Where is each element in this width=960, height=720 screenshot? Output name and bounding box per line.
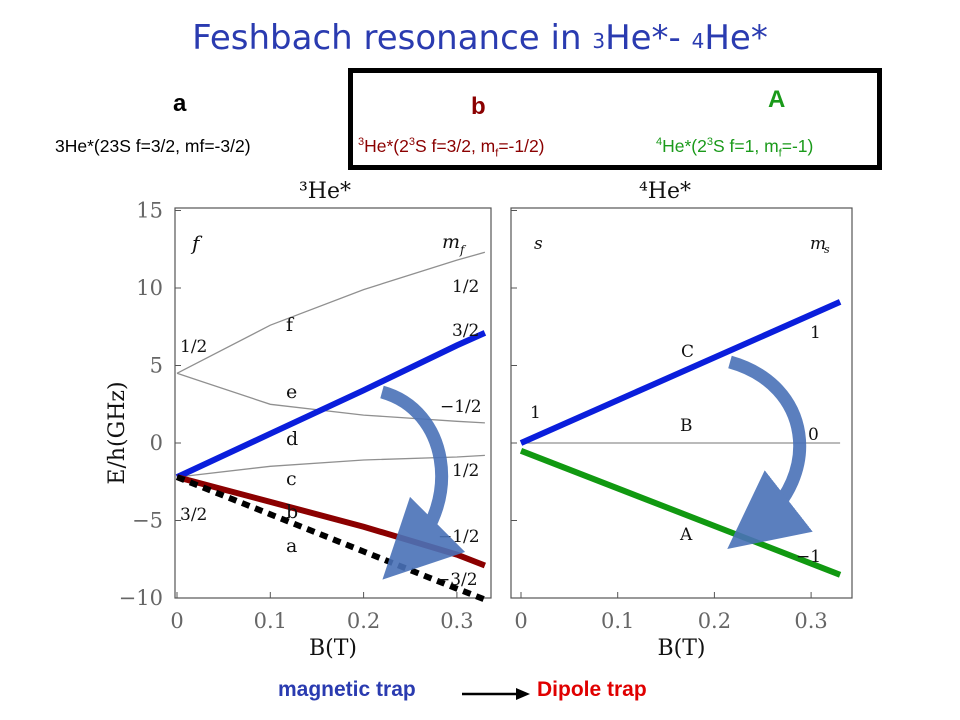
state-A-desc: 4He*(23S f=1, mf=-1)	[656, 136, 814, 160]
series-line-green	[519, 448, 842, 578]
state-b-desc: 3He*(23S f=3/2, mf=-1/2)	[358, 136, 545, 160]
footer-magnetic-trap: magnetic trap	[278, 678, 416, 701]
mf-header-sub: f	[459, 243, 467, 257]
level-letter-c: c	[286, 468, 297, 490]
s-header: s	[534, 234, 543, 254]
series-line-gray	[176, 251, 486, 374]
mf-label: −1/2	[438, 527, 480, 547]
x-axis-label: B(T)	[657, 636, 705, 661]
x-tick-label: 0	[170, 609, 183, 633]
mf-header: m	[442, 231, 460, 253]
state-b-letter: b	[471, 93, 486, 120]
x-axis-label: B(T)	[309, 636, 357, 661]
y-tick-label: 10	[136, 276, 163, 300]
mf-label: 1/2	[452, 277, 479, 297]
mf-label: 3/2	[452, 321, 479, 341]
selected-states-box	[348, 68, 882, 170]
level-letter-A: A	[679, 525, 693, 545]
panel-title-2: ⁴He*	[639, 179, 691, 204]
series-line-gray	[176, 372, 485, 424]
level-letter-f: f	[286, 314, 295, 336]
ms-label: 1	[810, 323, 821, 343]
x-tick-label: 0.1	[601, 609, 634, 633]
panel-title-1: ³He*	[299, 179, 351, 204]
series-line-blue	[519, 299, 842, 446]
y-tick-label: 5	[150, 354, 163, 378]
mf-label: −3/2	[436, 570, 478, 590]
transition-arrow-left	[380, 385, 466, 580]
series-line-darkred	[176, 474, 486, 569]
level-letter-e: e	[286, 381, 297, 403]
x-tick-label: 0.2	[698, 609, 731, 633]
y-tick-label: −10	[119, 586, 163, 610]
footer-arrow-icon	[462, 688, 530, 700]
slide-title: Feshbach resonance in 3He*- 4He*	[192, 18, 768, 58]
s-label: 1	[530, 403, 541, 423]
ms-header-sub: s	[824, 243, 830, 256]
series-line-dashed	[175, 474, 486, 603]
y-axis-label: E/h(GHz)	[105, 381, 130, 484]
series-line-blue	[175, 330, 487, 480]
level-letter-a: a	[286, 535, 297, 557]
plot-frame-2	[510, 207, 853, 599]
ms-label: 0	[808, 425, 819, 445]
f-label-2: 3/2	[180, 505, 207, 525]
mf-label: 1/2	[452, 461, 479, 481]
level-letter-C: C	[681, 342, 694, 362]
state-A-letter: A	[768, 86, 786, 113]
transition-arrow-right	[727, 355, 813, 550]
f-label-1: 1/2	[180, 337, 207, 357]
y-tick-label: 15	[136, 199, 163, 223]
x-tick-label: 0.2	[347, 609, 380, 633]
mf-label: −1/2	[440, 397, 482, 417]
y-tick-label: −5	[132, 509, 163, 533]
state-a-desc: 3He*(23S f=3/2, mf=-3/2)	[55, 136, 251, 156]
level-letter-B: B	[680, 416, 693, 436]
ms-header: m	[810, 234, 826, 254]
series-line-gray	[176, 454, 485, 478]
footer-dipole-trap: Dipole trap	[537, 678, 647, 701]
y-tick-label: 0	[150, 431, 163, 455]
level-letter-d: d	[286, 428, 298, 450]
f-header: f	[190, 231, 203, 255]
x-tick-label: 0	[514, 609, 527, 633]
x-tick-label: 0.3	[794, 609, 827, 633]
x-tick-label: 0.3	[440, 609, 473, 633]
x-tick-label: 0.1	[254, 609, 287, 633]
ms-label: −1	[796, 547, 821, 567]
plot-frame-1	[174, 207, 492, 599]
level-letter-b: b	[286, 501, 298, 523]
state-a-letter: a	[173, 90, 187, 117]
